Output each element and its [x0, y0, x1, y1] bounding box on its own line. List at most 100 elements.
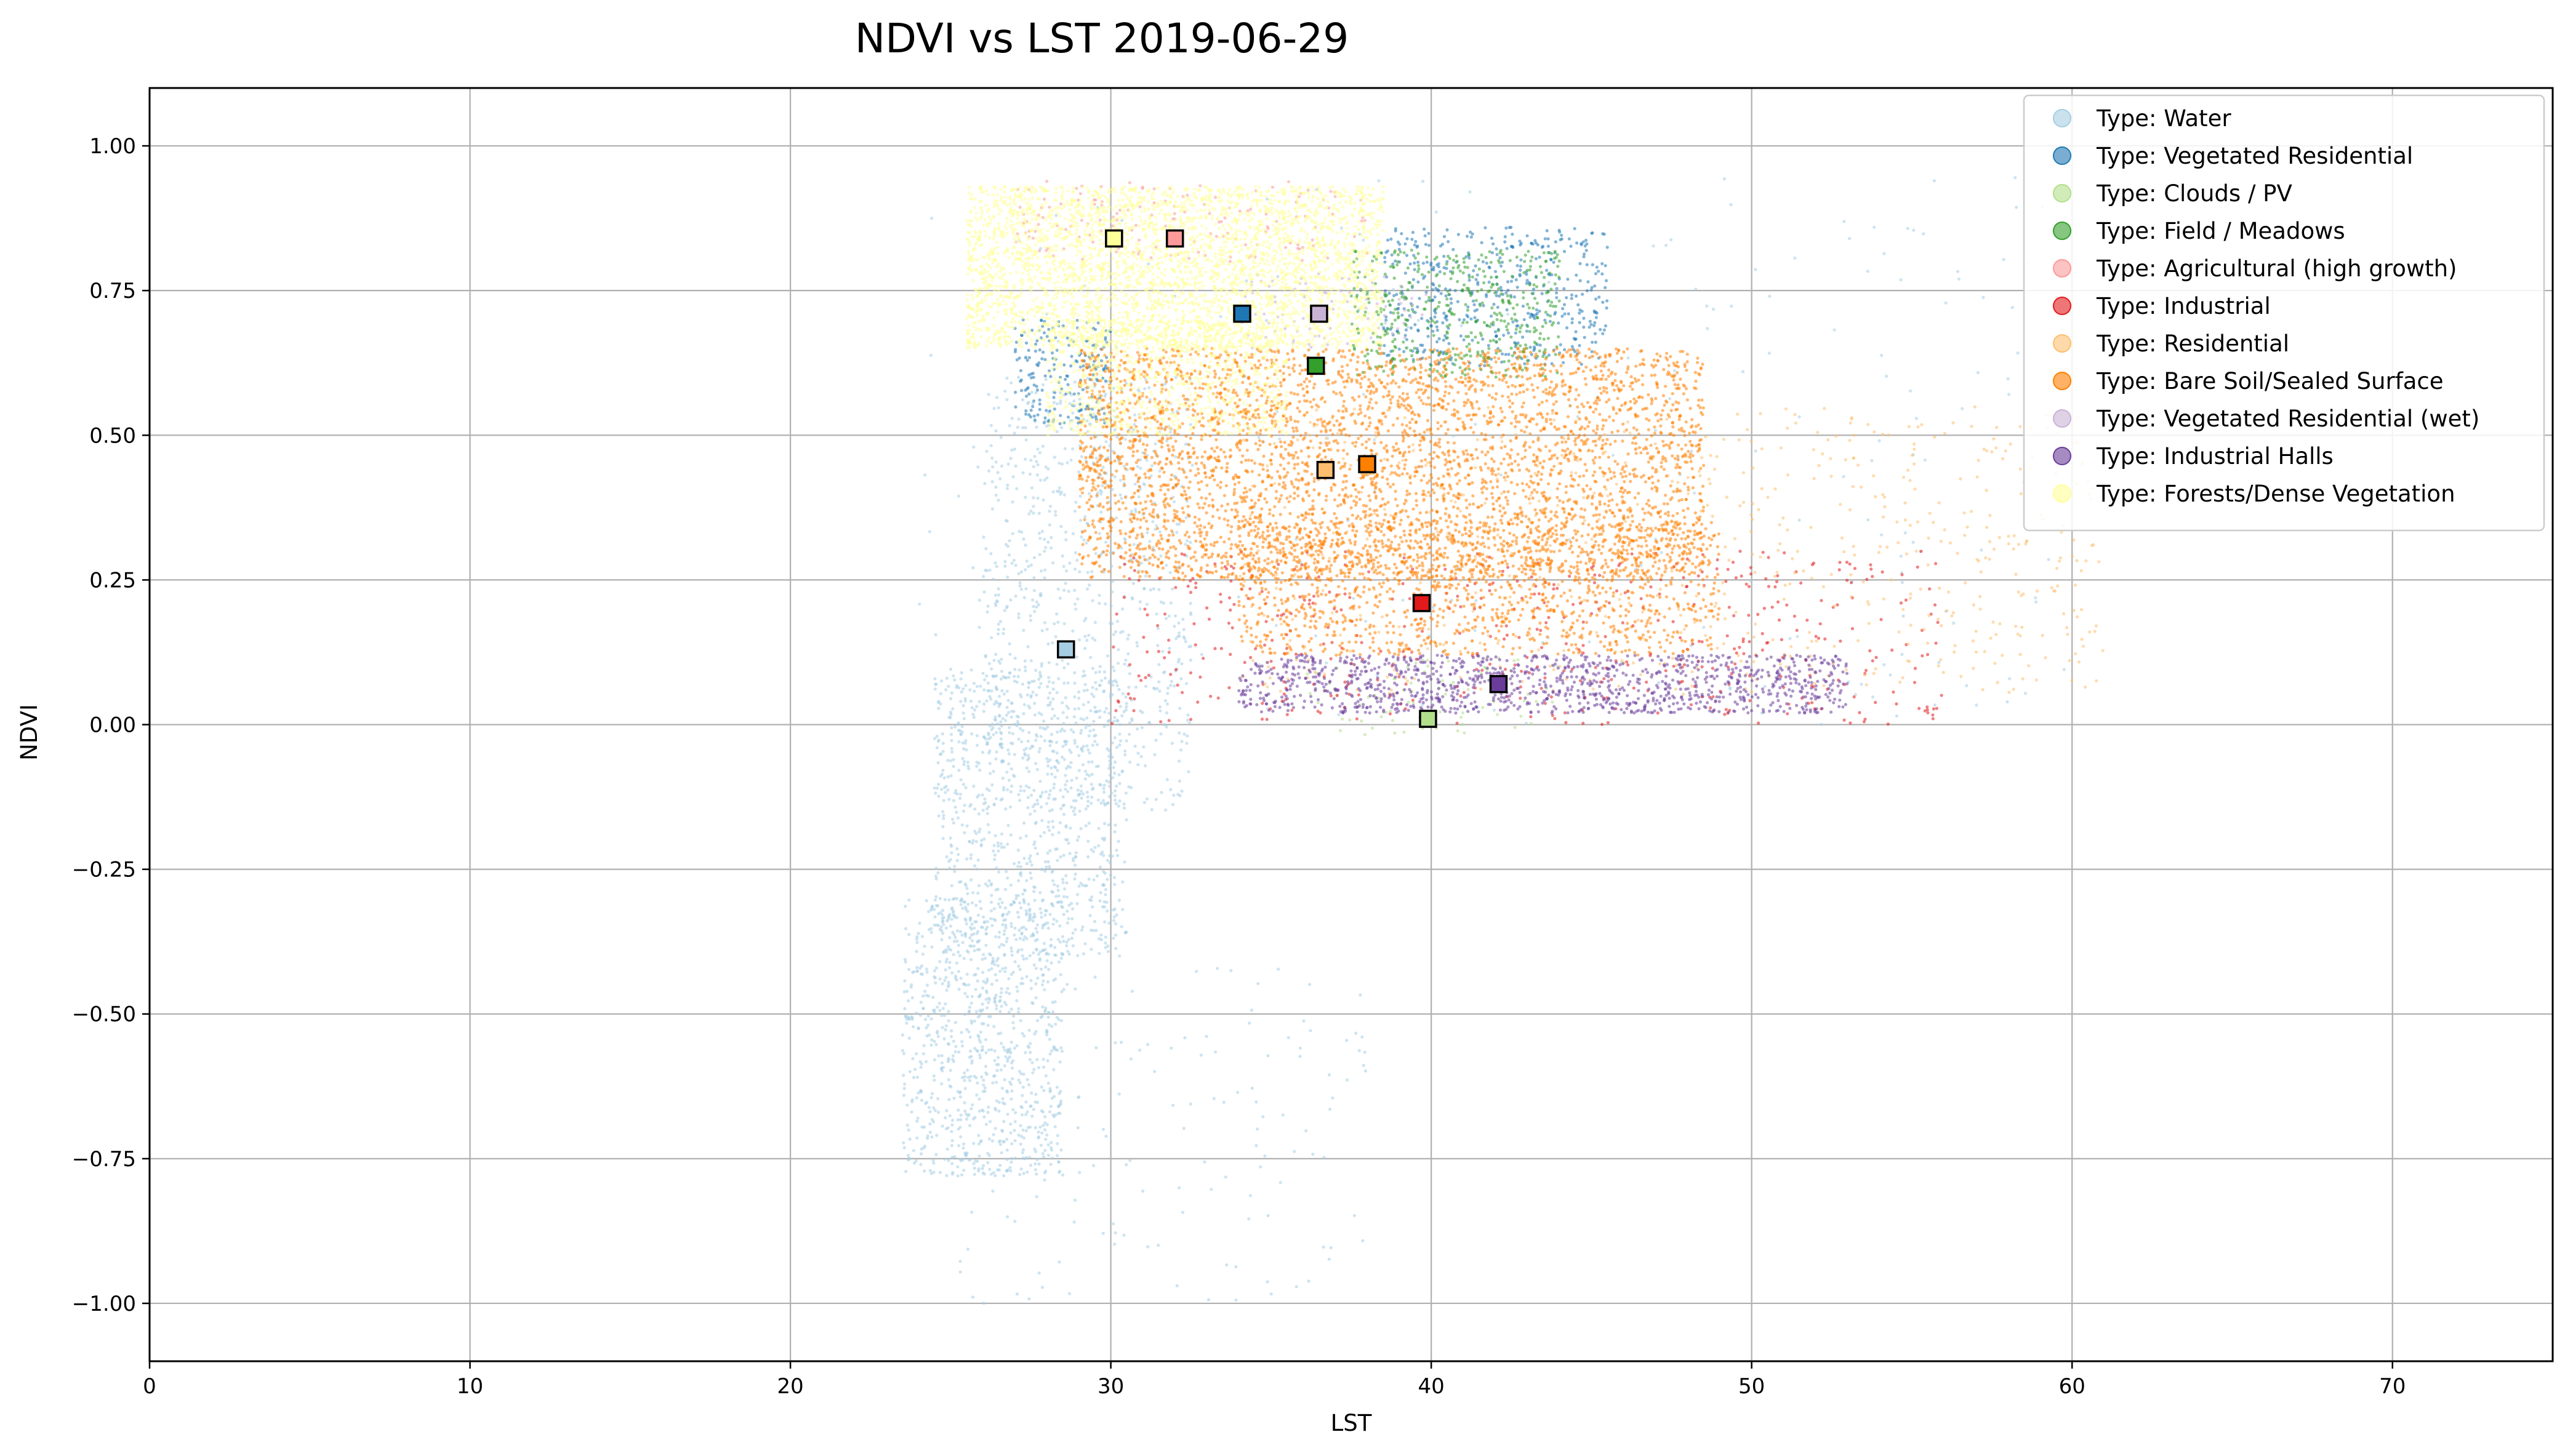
scatter-point: [944, 688, 948, 692]
scatter-point: [1013, 674, 1016, 678]
scatter-point: [2017, 590, 2020, 594]
scatter-point: [1298, 1046, 1302, 1050]
scatter-point: [1552, 587, 1555, 591]
scatter-point: [1500, 314, 1504, 318]
scatter-point: [1048, 740, 1051, 743]
scatter-point: [1088, 583, 1091, 587]
scatter-point: [977, 1142, 981, 1146]
scatter-point: [1529, 722, 1533, 726]
scatter-point: [1051, 833, 1054, 836]
scatter-point: [1062, 729, 1066, 733]
scatter-point: [1029, 871, 1032, 875]
scatter-point: [1047, 967, 1051, 971]
scatter-point: [1033, 809, 1037, 813]
scatter-point: [1035, 473, 1039, 477]
scatter-point: [939, 925, 943, 929]
scatter-point: [1507, 359, 1511, 363]
scatter-point: [1089, 655, 1093, 659]
scatter-point: [1070, 354, 1074, 358]
scatter-point: [993, 973, 997, 977]
scatter-point: [1029, 1104, 1033, 1108]
scatter-point: [959, 677, 963, 681]
scatter-point: [1921, 654, 1924, 658]
scatter-point: [1519, 344, 1522, 348]
scatter-point: [1004, 926, 1008, 930]
scatter-point: [1588, 326, 1591, 329]
scatter-point: [950, 726, 953, 730]
scatter-point: [1042, 942, 1046, 945]
scatter-point: [981, 958, 984, 961]
scatter-point: [958, 1090, 962, 1094]
scatter-point: [2015, 206, 2018, 209]
scatter-point: [1373, 438, 1376, 442]
scatter-point: [998, 1143, 1002, 1146]
scatter-point: [2010, 306, 2014, 310]
scatter-point: [944, 1002, 947, 1006]
scatter-point: [1535, 329, 1538, 332]
scatter-point: [1041, 444, 1045, 448]
scatter-point: [1230, 626, 1234, 630]
scatter-point: [1005, 870, 1008, 873]
scatter-point: [1086, 839, 1090, 843]
scatter-point: [1506, 322, 1510, 326]
scatter-point: [1327, 625, 1330, 630]
scatter-point: [1007, 910, 1011, 914]
scatter-point: [1741, 637, 1745, 641]
scatter-point: [990, 1048, 993, 1052]
scatter-point: [995, 959, 998, 962]
scatter-point: [1042, 331, 1046, 335]
scatter-point: [1048, 206, 1051, 209]
scatter-point: [997, 945, 1001, 949]
scatter-point: [944, 1024, 948, 1028]
scatter-point: [1056, 587, 1060, 591]
scatter-point: [982, 1115, 986, 1119]
scatter-point: [998, 930, 1002, 934]
scatter-point: [1050, 890, 1054, 894]
scatter-point: [941, 982, 944, 986]
scatter-point: [1080, 928, 1083, 932]
scatter-point: [1505, 633, 1509, 637]
scatter-point: [1073, 707, 1077, 711]
scatter-point: [1427, 231, 1431, 235]
scatter-point: [1229, 608, 1232, 612]
scatter-point: [1712, 307, 1716, 311]
scatter-point: [1229, 579, 1233, 583]
scatter-point: [961, 704, 965, 708]
scatter-point: [1030, 1061, 1034, 1065]
scatter-point: [1257, 436, 1261, 439]
scatter-point: [1451, 434, 1455, 438]
scatter-point: [1871, 659, 1874, 663]
scatter-point: [1535, 302, 1539, 305]
scatter-point: [995, 866, 998, 870]
scatter-point: [1054, 895, 1058, 898]
scatter-point: [1083, 647, 1087, 650]
scatter-point: [1023, 659, 1027, 663]
scatter-point: [1311, 1153, 1315, 1156]
scatter-point: [1555, 291, 1559, 295]
scatter-point: [1277, 967, 1280, 971]
scatter-point: [1146, 613, 1149, 617]
scatter-point: [1030, 679, 1034, 683]
scatter-point: [1005, 1158, 1009, 1161]
scatter-point: [1031, 1071, 1035, 1074]
scatter-point: [1373, 282, 1378, 286]
scatter-point: [1070, 393, 1074, 397]
scatter-point: [1366, 352, 1370, 356]
scatter-point: [1471, 299, 1475, 303]
scatter-point: [1557, 321, 1560, 325]
scatter-point: [928, 1169, 932, 1172]
scatter-point: [1043, 537, 1046, 542]
scatter-point: [1295, 1285, 1298, 1289]
scatter-point: [984, 547, 988, 551]
scatter-point: [1227, 686, 1231, 690]
scatter-point: [988, 762, 992, 766]
scatter-point: [1557, 299, 1561, 303]
scatter-point: [1027, 348, 1030, 352]
scatter-point: [1488, 325, 1492, 329]
scatter-point: [1035, 948, 1038, 952]
scatter-point: [968, 1049, 972, 1053]
scatter-point: [1473, 316, 1477, 319]
scatter-point: [999, 730, 1003, 734]
scatter-point: [1466, 687, 1470, 692]
scatter-point: [1053, 455, 1056, 459]
